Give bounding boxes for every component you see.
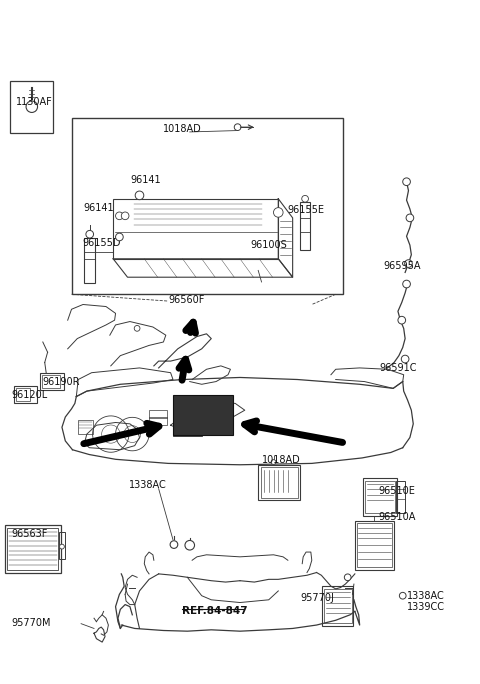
Bar <box>40 373 64 390</box>
Circle shape <box>344 574 351 581</box>
Text: 96155D: 96155D <box>82 238 120 248</box>
Bar <box>173 395 233 436</box>
Bar <box>173 410 202 436</box>
Circle shape <box>134 326 140 331</box>
Circle shape <box>116 233 123 241</box>
Text: REF.84-847: REF.84-847 <box>181 607 247 616</box>
Text: 96120L: 96120L <box>11 390 48 400</box>
Text: 96100S: 96100S <box>251 240 287 250</box>
Circle shape <box>406 214 414 222</box>
Bar <box>59 531 65 559</box>
Text: 95770M: 95770M <box>11 618 51 628</box>
Bar <box>323 586 353 626</box>
Bar <box>84 238 95 282</box>
Text: 95770J: 95770J <box>301 594 335 603</box>
Bar <box>10 81 53 133</box>
Circle shape <box>135 191 144 200</box>
Circle shape <box>26 101 37 112</box>
Text: 1338AC: 1338AC <box>129 480 167 490</box>
Circle shape <box>403 280 410 288</box>
Bar <box>113 199 278 259</box>
Bar <box>42 375 60 388</box>
Circle shape <box>405 260 412 267</box>
Circle shape <box>302 196 309 202</box>
Bar <box>300 202 311 250</box>
Circle shape <box>403 178 410 185</box>
Text: 1018AD: 1018AD <box>163 124 202 134</box>
Bar <box>149 410 167 419</box>
Text: 96510E: 96510E <box>379 486 416 496</box>
Circle shape <box>121 212 129 220</box>
Text: 96141: 96141 <box>130 174 160 185</box>
Text: 1338AC: 1338AC <box>407 592 444 601</box>
Bar <box>355 521 394 570</box>
Bar <box>72 118 343 294</box>
Text: 96510A: 96510A <box>379 512 416 522</box>
Text: 96591C: 96591C <box>380 363 417 373</box>
Circle shape <box>86 231 94 238</box>
Bar <box>261 467 298 497</box>
Bar <box>324 589 351 623</box>
Text: 96141: 96141 <box>83 203 114 213</box>
Bar <box>357 523 392 567</box>
Text: 96595A: 96595A <box>384 261 421 271</box>
Circle shape <box>234 124 241 131</box>
Text: 1339CC: 1339CC <box>407 602 444 611</box>
Text: 1018AD: 1018AD <box>262 455 300 465</box>
Circle shape <box>401 355 409 363</box>
Bar <box>396 481 405 513</box>
Circle shape <box>399 592 406 599</box>
Bar <box>363 478 397 516</box>
Text: 96155E: 96155E <box>288 205 325 215</box>
Bar <box>78 421 93 434</box>
Circle shape <box>116 212 123 220</box>
Circle shape <box>170 541 178 549</box>
Text: 96563F: 96563F <box>11 529 48 539</box>
Circle shape <box>398 316 406 324</box>
Bar <box>149 417 167 425</box>
Text: 96560F: 96560F <box>168 295 204 304</box>
Text: 1130AF: 1130AF <box>16 97 53 107</box>
Bar <box>5 525 60 573</box>
Bar <box>7 527 58 570</box>
Circle shape <box>271 460 276 464</box>
Circle shape <box>60 544 64 549</box>
Bar <box>365 481 395 513</box>
Bar <box>16 389 30 402</box>
Circle shape <box>185 540 194 550</box>
Text: 96190R: 96190R <box>43 377 80 386</box>
Bar <box>258 464 300 500</box>
Circle shape <box>274 208 283 218</box>
Bar <box>14 386 37 404</box>
